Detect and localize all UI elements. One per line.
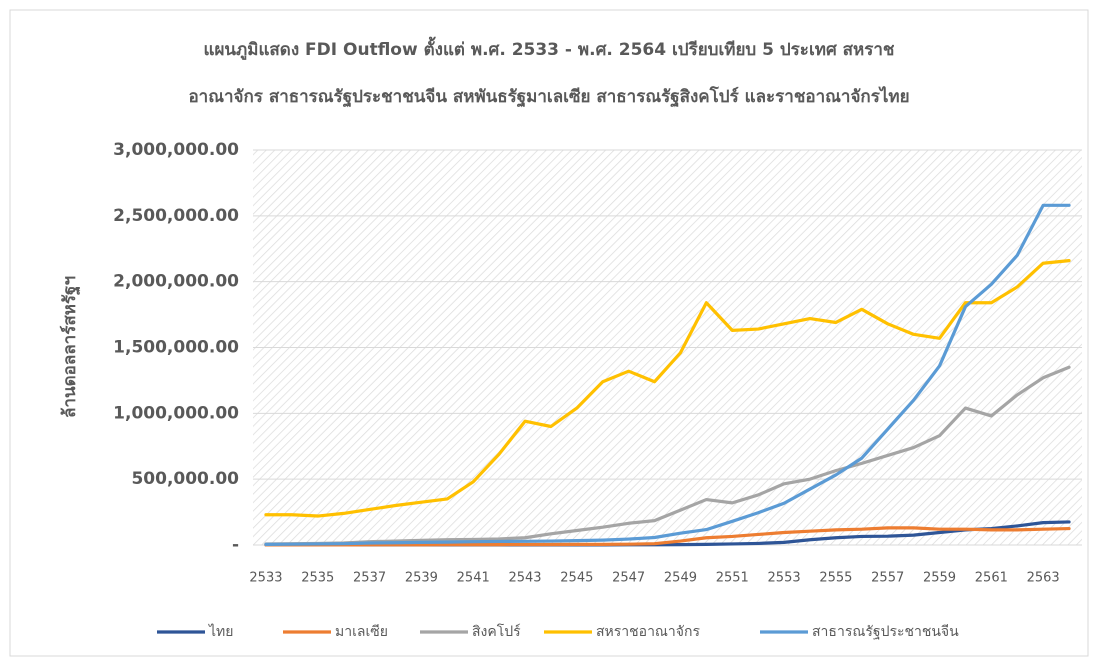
- series-line: [264, 259, 1071, 518]
- y-tick-label: 500,000.00: [131, 469, 239, 489]
- chart-title: อาณาจักร สาธารณรัฐประชาชนจีน สหพันธรัฐมา…: [188, 86, 909, 108]
- y-tick-label: 2,500,000.00: [113, 206, 239, 226]
- x-tick-label: 2563: [1027, 571, 1060, 586]
- x-tick-label: 2541: [457, 571, 490, 586]
- series-line: [264, 365, 1071, 546]
- x-tick-label: 2549: [664, 571, 697, 586]
- series-line: [264, 526, 1071, 547]
- x-tick-label: 2547: [612, 571, 645, 586]
- series-line: [264, 203, 1071, 546]
- x-tick-label: 2545: [560, 571, 593, 586]
- legend-label: มาเลเซีย: [335, 624, 388, 640]
- legend-label: สาธารณรัฐประชาชนจีน: [812, 624, 959, 640]
- x-tick-label: 2557: [871, 571, 904, 586]
- x-tick-label: 2537: [353, 571, 386, 586]
- y-tick-label: 1,000,000.00: [113, 403, 239, 423]
- legend-label: ไทย: [208, 623, 233, 640]
- y-tick-label: 2,000,000.00: [113, 272, 239, 292]
- y-tick-label: -: [232, 535, 239, 555]
- x-tick-label: 2553: [768, 571, 801, 586]
- x-tick-label: 2539: [405, 571, 438, 586]
- x-tick-label: 2533: [249, 571, 282, 586]
- x-tick-label: 2555: [819, 571, 852, 586]
- legend-label: สหราชอาณาจักร: [596, 624, 700, 640]
- x-tick-label: 2559: [923, 571, 956, 586]
- y-axis-label: ล้านดอลลาร์สหรัฐฯ: [59, 276, 81, 418]
- y-tick-label: 1,500,000.00: [113, 338, 239, 358]
- x-tick-label: 2535: [301, 571, 334, 586]
- x-tick-label: 2543: [508, 571, 541, 586]
- y-tick-label: 3,000,000.00: [113, 140, 239, 160]
- chart-title: แผนภูมิแสดง FDI Outflow ตั้งแต่ พ.ศ. 253…: [204, 36, 895, 61]
- x-tick-label: 2551: [716, 571, 749, 586]
- x-tick-label: 2561: [975, 571, 1008, 586]
- legend-label: สิงคโปร์: [472, 623, 521, 640]
